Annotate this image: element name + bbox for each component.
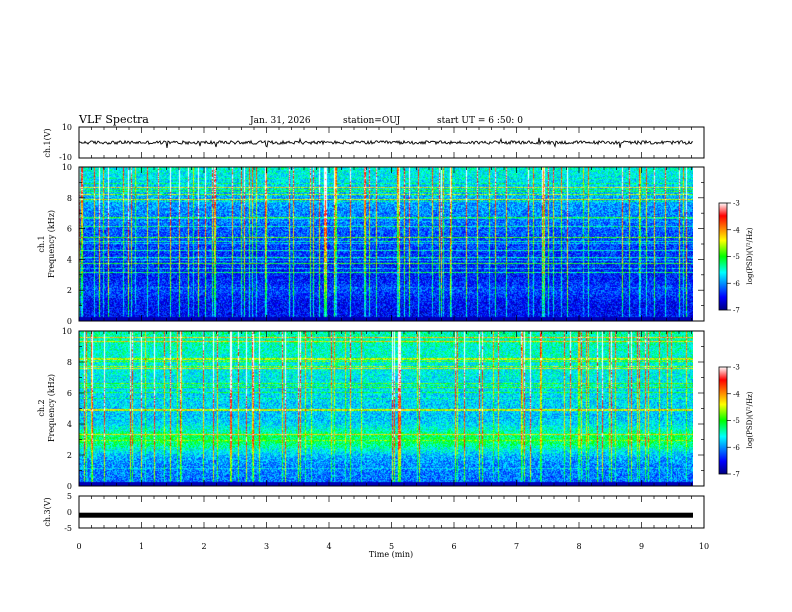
time-axis-label: Time (min) [369, 550, 413, 559]
ch1-ytick-bottom: -10 [59, 153, 72, 162]
ch3-ytick-bottom: -5 [64, 524, 72, 533]
freq-tick-label: 0 [67, 317, 72, 326]
ch3-time-ticks [78, 496, 705, 528]
ch1-wave-ylabel: ch.1(V) [43, 128, 52, 157]
ch1-spec-time-ticks [78, 167, 705, 321]
colorbar-tick-label: -7 [733, 307, 740, 315]
time-tick-label: 9 [639, 542, 644, 551]
ch1-spectrogram-image [79, 167, 693, 321]
ch1-colorbar: -3 -4 -5 -6 -7 log(PSD)(V²/Hz) [718, 200, 754, 315]
freq-tick-label: 10 [62, 327, 72, 336]
time-tick-label: 2 [201, 542, 206, 551]
time-tick-label: 6 [451, 542, 456, 551]
ch2-colorbar: -3 -4 -5 -6 -7 log(PSD)(V²/Hz) [718, 364, 754, 479]
figure-station: station=OUJ [343, 116, 401, 126]
ch3-wave-ylabel: ch.3(V) [43, 497, 52, 526]
colorbar-tick-label: -5 [733, 417, 740, 425]
ch1-spectrogram-panel: 0 2 4 6 8 10 ch.1 Frequency (kHz) -3 -4 -5 -6 -7 … [37, 163, 754, 326]
ch2-spec-ylabel-channel: ch.2 [37, 399, 46, 416]
ch1-freq-ticks: 0 2 4 6 8 10 [62, 163, 704, 326]
freq-tick-label: 6 [67, 225, 72, 234]
ch3-ytick-mid: 0 [67, 508, 72, 517]
time-tick-label: 5 [389, 542, 394, 551]
ch2-spectrogram-image [79, 331, 693, 486]
time-tick-label: 7 [514, 542, 519, 551]
colorbar-tick-label: -3 [733, 200, 740, 208]
freq-tick-label: 8 [67, 358, 72, 367]
freq-tick-label: 2 [67, 286, 72, 295]
colorbar-tick-label: -7 [733, 471, 740, 479]
ch2-spectrogram-panel: 0 2 4 6 8 10 ch.2 Frequency (kHz) -3 -4 -5 -6 -7 … [37, 327, 754, 491]
colorbar-tick-label: -4 [733, 226, 740, 234]
ch1-time-ticks [78, 127, 705, 158]
ch2-colorbar-ticks: -3 -4 -5 -6 -7 [727, 364, 740, 479]
ch1-spec-ylabel-channel: ch.1 [37, 235, 46, 252]
colorbar-tick-label: -6 [733, 444, 740, 452]
ch1-waveform-panel: 10 -10 ch.1(V) [43, 123, 705, 162]
ch1-colorbar-ticks: -3 -4 -5 -6 -7 [727, 200, 740, 315]
colorbar-tick-label: -3 [733, 364, 740, 372]
ch2-spec-time-ticks [78, 331, 705, 486]
time-tick-label: 4 [326, 542, 331, 551]
freq-tick-label: 6 [67, 389, 72, 398]
freq-tick-label: 10 [62, 163, 72, 172]
freq-tick-label: 8 [67, 194, 72, 203]
ch1-spec-ylabel-frequency: Frequency (kHz) [47, 210, 56, 278]
freq-tick-label: 4 [67, 255, 72, 264]
colorbar-tick-label: -6 [733, 280, 740, 288]
time-tick-label: 1 [139, 542, 144, 551]
colorbar-tick-label: -5 [733, 253, 740, 261]
freq-tick-label: 4 [67, 420, 72, 429]
figure-title: VLF Spectra [78, 113, 149, 126]
ch3-ytick-top: 5 [67, 492, 72, 501]
ch1-waveform-trace [78, 137, 694, 148]
ch1-colorbar-label: log(PSD)(V²/Hz) [746, 227, 754, 284]
figure-date: Jan. 31, 2026 [249, 116, 311, 126]
ch3-waveform-panel: 5 0 -5 ch.3(V) [43, 492, 705, 533]
ch2-spec-ylabel-frequency: Frequency (kHz) [47, 374, 56, 442]
ch2-colorbar-label: log(PSD)(V²/Hz) [746, 391, 754, 448]
time-tick-label: 3 [264, 542, 269, 551]
colorbar-tick-label: -4 [733, 390, 740, 398]
freq-tick-label: 0 [67, 482, 72, 491]
time-tick-label: 0 [76, 542, 81, 551]
figure-start-time: start UT = 6 :50: 0 [437, 116, 523, 126]
time-axis-tick-labels: 0 1 2 3 4 5 6 7 8 9 10 [76, 542, 709, 551]
time-tick-label: 10 [699, 542, 709, 551]
freq-tick-label: 2 [67, 451, 72, 460]
ch1-ytick-top: 10 [62, 123, 72, 132]
ch2-freq-ticks: 0 2 4 6 8 10 [62, 327, 704, 491]
ch1-trace-line [78, 137, 694, 148]
ch3-waveform-trace [79, 512, 693, 518]
time-tick-label: 8 [576, 542, 581, 551]
